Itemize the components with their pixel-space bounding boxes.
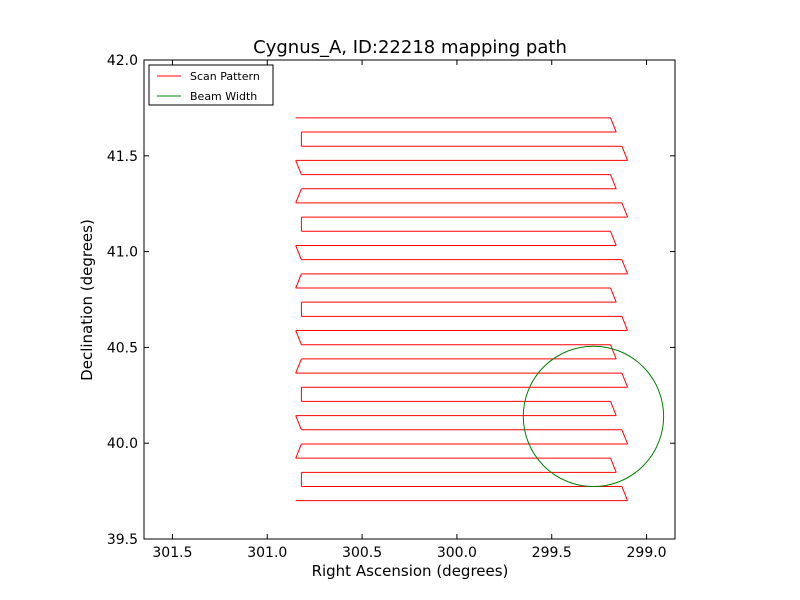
x-tick-label: 300.5	[342, 545, 382, 561]
x-tick-label: 300.0	[437, 545, 477, 561]
scan-segment	[295, 245, 302, 260]
scan-segment	[610, 117, 617, 133]
y-axis-ticks: 39.5 40.0 40.5 41.0 41.5 42.0	[107, 53, 675, 548]
y-tick-label: 39.5	[107, 532, 138, 548]
x-tick-label: 299.0	[627, 545, 667, 561]
legend-beam-label: Beam Width	[190, 90, 257, 103]
scan-segment	[295, 415, 302, 430]
y-axis-label: Declination (degrees)	[78, 219, 96, 381]
scan-segment	[610, 401, 617, 416]
scan-segment	[295, 330, 302, 345]
x-tick-label: 301.0	[247, 545, 287, 561]
y-tick-label: 41.5	[107, 149, 138, 165]
x-tick-label: 299.5	[532, 545, 572, 561]
legend: Scan Pattern Beam Width	[148, 64, 274, 106]
scan-segment	[295, 273, 302, 289]
x-tick-label: 301.5	[152, 545, 192, 561]
legend-scan-label: Scan Pattern	[190, 70, 260, 83]
scan-segment	[295, 188, 302, 204]
scan-segment	[610, 344, 617, 360]
y-tick-label: 41.0	[107, 245, 138, 261]
x-axis-ticks: 301.5 301.0 300.5 300.0 299.5 299.0	[152, 60, 667, 561]
scan-segment	[610, 457, 617, 473]
scan-segment	[621, 372, 629, 388]
scan-segment	[621, 316, 629, 331]
legend-box	[148, 64, 274, 106]
scan-segment	[610, 231, 617, 246]
y-tick-label: 40.5	[107, 340, 138, 356]
chart-title: Cygnus_A, ID:22218 mapping path	[253, 37, 567, 58]
beam-width-circle	[522, 345, 665, 488]
scan-segment	[610, 174, 617, 189]
x-axis-label: Right Ascension (degrees)	[312, 562, 509, 580]
plot-area	[143, 59, 676, 540]
scan-segment	[621, 429, 629, 445]
scan-segment	[621, 146, 629, 161]
scan-segment	[610, 287, 617, 303]
y-tick-label: 40.0	[107, 436, 138, 452]
scan-segment	[295, 443, 302, 459]
plot-frame	[143, 59, 676, 540]
y-tick-label: 42.0	[107, 53, 138, 69]
scan-segment	[621, 486, 629, 501]
scan-segment	[295, 358, 302, 374]
scan-segment	[621, 259, 629, 275]
scan-segment	[295, 160, 302, 175]
scan-pattern-series	[295, 117, 629, 502]
scan-segment	[621, 202, 629, 218]
